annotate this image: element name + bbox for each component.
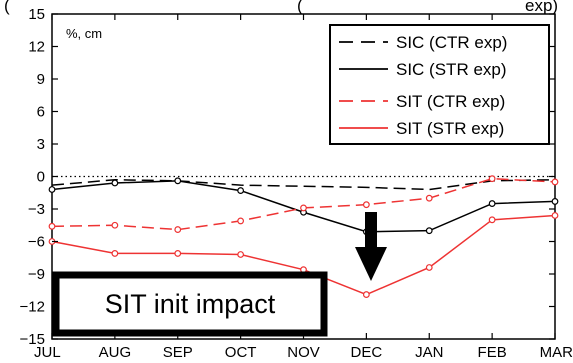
legend: SIC (CTR exp) SIC (STR exp) SIT (CTR exp) S… [329,24,550,145]
series-line-2 [51,177,556,231]
axis-ticks [51,13,556,340]
series-group [48,175,559,298]
series-2-point [425,194,433,202]
legend-box [329,24,550,145]
series-1-point [48,186,56,193]
x-tick-label: SEP [163,344,193,361]
y-tick-label: 15 [28,6,45,23]
series-2-point [174,226,182,233]
unit-label: %, cm [66,26,102,41]
x-tick-label: MAR [540,344,573,361]
y-tick-label: −6 [28,234,45,251]
series-3-point [362,291,370,298]
y-tick-label: 3 [37,136,45,153]
series-2-point [362,201,370,209]
down-arrow-icon [355,212,387,281]
annotation-text: SIT init impact [105,289,276,319]
x-tick-label: FEB [478,344,507,361]
series-2-point [111,221,119,229]
series-2-point [551,178,559,186]
x-tick-label: OCT [225,344,257,361]
series-2-point [48,222,56,230]
series-3-point [425,264,433,271]
y-tick-label: 0 [37,169,45,186]
series-1-point [111,179,119,187]
legend-label-3: SIT (STR exp) [396,119,504,138]
title-fragment-left: ( [4,0,10,15]
series-line-0 [51,178,556,191]
title-fragment-right: exp) [525,0,558,15]
series-3-point [551,212,559,219]
y-tick-labels: 15 12 9 6 3 0 −3 −6 −9 −12 −15 [20,6,45,348]
title-fragment-middle: ( [297,0,303,15]
series-2-point [237,217,245,225]
series-1-point [174,177,182,185]
y-tick-label: 12 [28,39,45,56]
series-2-point [488,175,496,183]
series-3-point [488,216,496,224]
x-tick-label: JUL [34,344,61,361]
y-tick-label: −3 [28,201,45,218]
legend-label-2: SIT (CTR exp) [396,92,505,111]
series-1-point [425,227,433,235]
series-3-point [111,250,119,257]
series-1-point [551,198,559,205]
y-tick-label: −15 [20,331,45,348]
series-3-point [174,250,182,257]
y-tick-label: 9 [37,71,45,88]
series-3-point [237,251,245,258]
y-tick-label: −9 [28,266,45,283]
series-1-point [237,187,245,194]
y-tick-label: −12 [20,299,45,316]
y-tick-label: 6 [37,104,45,121]
x-tick-labels: JUL AUG SEP OCT NOV DEC JAN FEB MAR [34,344,573,361]
legend-label-1: SIC (STR exp) [396,60,507,79]
x-tick-label: NOV [287,344,320,361]
annotation-box: SIT init impact [52,271,328,337]
x-tick-label: AUG [99,344,132,361]
series-2-point [300,204,307,212]
series-1-point [488,200,496,207]
x-tick-label: JAN [415,344,443,361]
legend-items: SIC (CTR exp) SIC (STR exp) SIT (CTR exp) S… [339,33,507,138]
legend-label-0: SIC (CTR exp) [396,33,507,52]
x-tick-label: DEC [351,344,383,361]
